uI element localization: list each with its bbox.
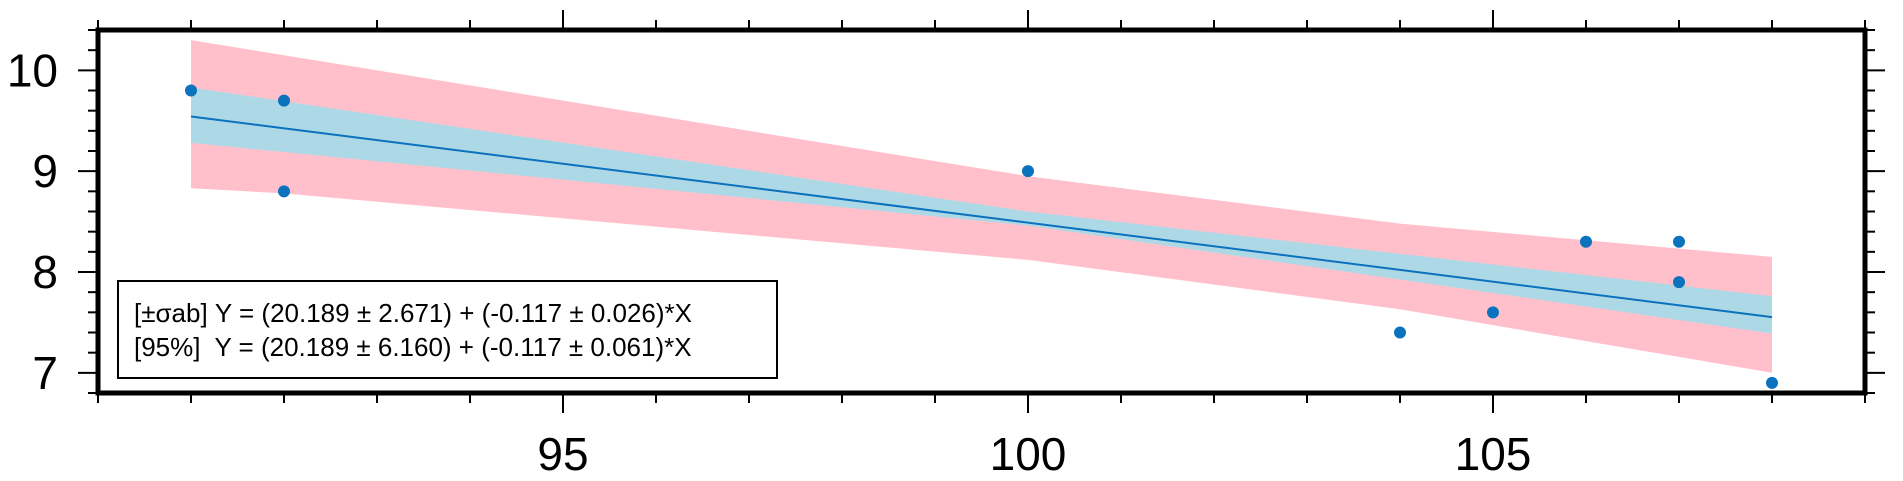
fit-line-segment — [190, 115, 1773, 319]
data-point — [1022, 165, 1034, 178]
y-tick-label: 8 — [32, 246, 58, 298]
data-point — [278, 94, 290, 107]
x-tick-label: 105 — [1455, 428, 1532, 480]
band-sigma-area — [191, 87, 1772, 334]
data-point — [1394, 326, 1406, 339]
y-tick-label: 10 — [7, 44, 58, 96]
data-point — [1580, 235, 1592, 248]
confidence-band-sigma — [191, 87, 1772, 334]
data-points — [185, 84, 1778, 389]
legend-line-sigma: [±σab] Y = (20.189 ± 2.671) + (-0.117 ± … — [134, 298, 692, 328]
axis-ticks — [78, 10, 1885, 413]
x-tick-label: 100 — [990, 428, 1067, 480]
data-point — [185, 84, 197, 97]
y-tick-label: 9 — [32, 145, 58, 197]
x-tick-label: 95 — [537, 428, 588, 480]
y-tick-label: 7 — [32, 347, 58, 399]
y-tick-labels: 7 8 9 10 — [7, 44, 58, 399]
data-point — [1673, 235, 1685, 248]
data-point — [1673, 276, 1685, 289]
data-point — [1766, 376, 1778, 389]
data-point — [1487, 306, 1499, 319]
data-point — [278, 185, 290, 198]
legend-line-95: [95%] Y = (20.189 ± 6.160) + (-0.117 ± 0… — [134, 332, 692, 362]
legend-box — [117, 280, 778, 379]
fit-legend: [±σab] Y = (20.189 ± 2.671) + (-0.117 ± … — [117, 280, 778, 379]
x-tick-labels: 95 100 105 — [537, 428, 1531, 480]
regression-line — [190, 115, 1773, 319]
